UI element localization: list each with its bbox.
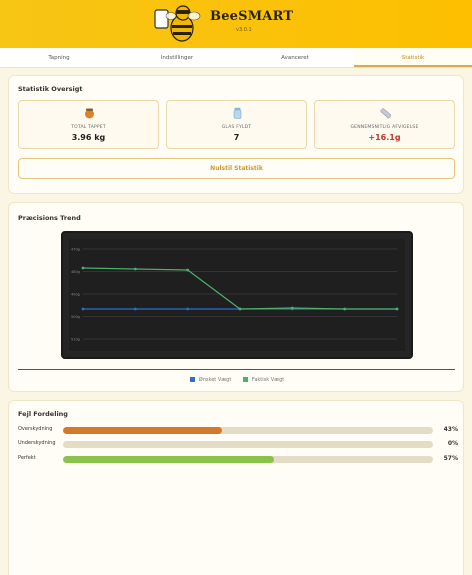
data-point[interactable] — [238, 307, 242, 311]
legend-item-target[interactable]: Ønsket Vægt — [189, 377, 232, 383]
tab-indstillinger[interactable]: Indstillinger — [160, 55, 194, 61]
stat-value: +16.1g — [368, 133, 401, 142]
tab-statistik[interactable]: Statistik — [354, 48, 472, 67]
data-point[interactable] — [186, 307, 190, 311]
stat-jars-filled: GLAS FYLDT 7 — [166, 100, 307, 149]
stat-label: GENNEMSNITLIG AFVIGELSE — [350, 125, 419, 130]
stat-total-tapped: TOTAL TAPPET 3.96 kg — [18, 100, 159, 149]
error-label: Underskydning — [18, 440, 56, 446]
data-point[interactable] — [81, 266, 85, 270]
error-row-overshoot: Overskydning 43% — [18, 425, 458, 434]
honey-pot-icon — [85, 108, 94, 119]
reset-statistics-button[interactable]: Nulstil Statistik — [18, 158, 455, 179]
trend-title: Præcisions Trend — [18, 214, 81, 222]
data-point[interactable] — [343, 307, 347, 311]
error-track — [63, 427, 433, 434]
stat-label: GLAS FYLDT — [221, 125, 252, 130]
jar-icon — [233, 107, 242, 119]
legend-swatch — [189, 377, 195, 382]
legend-divider — [18, 369, 455, 370]
error-row-perfect: Perfekt 57% — [18, 454, 458, 463]
error-percent: 0% — [447, 440, 458, 447]
stat-label: TOTAL TAPPET — [71, 125, 106, 130]
tab-tapning[interactable]: Tapning — [48, 55, 70, 61]
error-track — [63, 441, 433, 448]
error-card: Fejl Fordeling Overskydning 43% Undersky… — [8, 400, 464, 575]
data-point[interactable] — [186, 268, 190, 272]
data-point[interactable] — [133, 307, 137, 311]
y-tick-label: 510g — [71, 338, 80, 342]
error-percent: 57% — [443, 455, 458, 462]
error-row-undershoot: Underskydning 0% — [18, 439, 458, 448]
chart-legend: Ønsket Vægt Faktisk Vægt — [9, 377, 465, 383]
data-point[interactable] — [395, 307, 399, 311]
legend-swatch — [242, 377, 248, 382]
tab-avanceret[interactable]: Avanceret — [281, 55, 309, 61]
overview-card: Statistik Oversigt TOTAL TAPPET 3.96 kg … — [8, 75, 464, 194]
legend-item-actual[interactable]: Faktisk Vægt — [242, 377, 285, 383]
stat-value: 7 — [233, 133, 240, 142]
ruler-icon — [380, 108, 391, 119]
error-title: Fejl Fordeling — [18, 410, 68, 418]
stat-value: 3.96 kg — [71, 133, 106, 142]
error-fill — [63, 456, 274, 463]
trend-chart: 470g 480g 490g 500g 510g — [61, 231, 413, 359]
stat-avg-deviation: GENNEMSNITLIG AFVIGELSE +16.1g — [314, 100, 455, 149]
data-point[interactable] — [133, 267, 137, 271]
app-title: BeeSMART — [210, 9, 294, 24]
trend-chart-plot: 470g 480g 490g 500g 510g — [69, 239, 405, 351]
bee-mascot-icon — [154, 5, 201, 42]
tab-bar: Tapning Indstillinger Avanceret Statisti… — [0, 48, 472, 68]
y-tick-label: 480g — [71, 270, 80, 274]
data-point[interactable] — [290, 306, 294, 310]
overview-title: Statistik Oversigt — [18, 85, 83, 93]
error-label: Perfekt — [18, 455, 36, 461]
data-point[interactable] — [81, 307, 85, 311]
legend-label: Faktisk Vægt — [251, 377, 285, 383]
trend-card: Præcisions Trend 470g 480g 490g 500g 510g Øn… — [8, 202, 464, 392]
y-tick-label: 470g — [71, 248, 80, 252]
app-version: v3.0.1 — [236, 27, 252, 33]
series-line-actual — [82, 267, 397, 310]
legend-label: Ønsket Vægt — [198, 377, 232, 383]
error-percent: 43% — [443, 426, 458, 433]
error-track — [63, 456, 433, 463]
error-label: Overskydning — [18, 426, 53, 432]
y-tick-label: 490g — [71, 293, 80, 297]
app-header: BeeSMART v3.0.1 — [0, 0, 472, 48]
y-tick-label: 500g — [71, 315, 80, 319]
error-fill — [63, 427, 223, 434]
